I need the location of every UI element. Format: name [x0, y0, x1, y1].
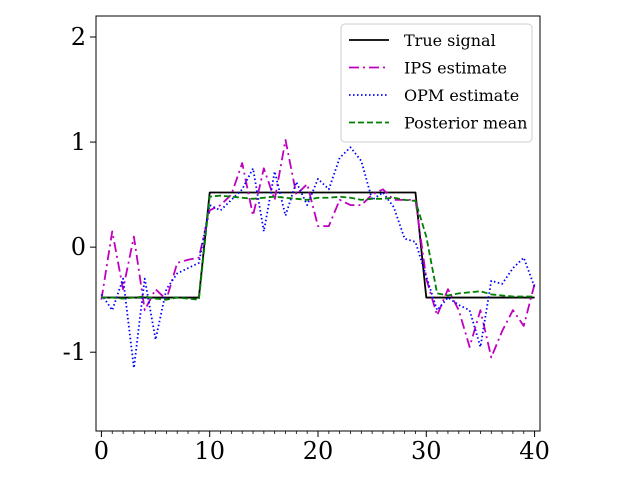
series-line-4 [101, 194, 535, 301]
legend: True signal IPS estimate OPM estimate Poste… [340, 23, 533, 143]
legend-box [340, 23, 533, 143]
legend-label-2: IPS estimate [404, 59, 507, 78]
series-layer [100, 139, 536, 369]
y-tick-label: 1 [71, 128, 86, 156]
x-tick-label: 30 [411, 437, 442, 465]
legend-label-4: Posterior mean [404, 114, 527, 133]
legend-label-1: True signal [404, 31, 496, 50]
series-line-3 [100, 146, 536, 369]
x-tick-label: 20 [303, 437, 334, 465]
y-tick-label: 2 [71, 23, 86, 51]
x-tick-label: 0 [94, 437, 109, 465]
x-tick-label: 10 [194, 437, 225, 465]
x-tick-label: 40 [519, 437, 550, 465]
series-line-1 [101, 191, 535, 299]
legend-label-3: OPM estimate [404, 86, 519, 105]
y-tick-label: -1 [63, 338, 86, 366]
series-line-2 [100, 139, 536, 359]
ticks-layer: 0 10 20 30 40 -1 0 1 2 [63, 23, 550, 465]
y-tick-label: 0 [71, 233, 86, 261]
